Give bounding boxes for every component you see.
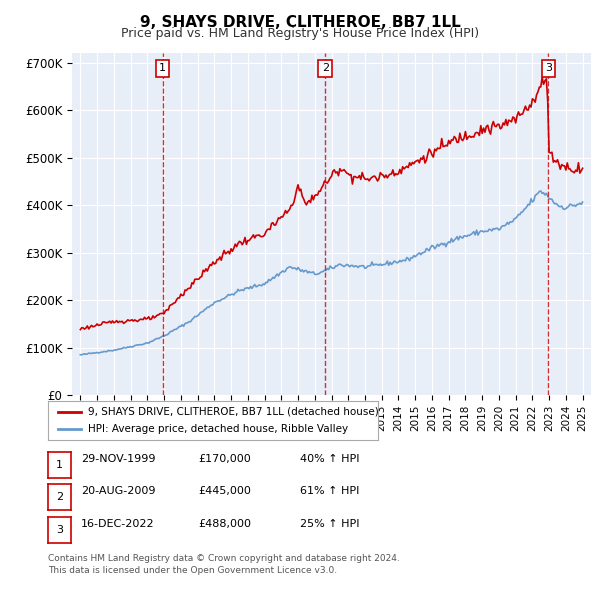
Text: 20-AUG-2009: 20-AUG-2009 [81, 486, 155, 496]
Text: 3: 3 [545, 63, 552, 73]
Text: 40% ↑ HPI: 40% ↑ HPI [300, 454, 359, 464]
Text: £170,000: £170,000 [198, 454, 251, 464]
Text: Price paid vs. HM Land Registry's House Price Index (HPI): Price paid vs. HM Land Registry's House … [121, 27, 479, 40]
Text: 9, SHAYS DRIVE, CLITHEROE, BB7 1LL: 9, SHAYS DRIVE, CLITHEROE, BB7 1LL [140, 15, 460, 30]
Text: HPI: Average price, detached house, Ribble Valley: HPI: Average price, detached house, Ribb… [88, 424, 348, 434]
Text: 3: 3 [56, 525, 63, 535]
Text: 2: 2 [56, 493, 63, 502]
Text: 1: 1 [159, 63, 166, 73]
Text: 1: 1 [56, 460, 63, 470]
Text: Contains HM Land Registry data © Crown copyright and database right 2024.
This d: Contains HM Land Registry data © Crown c… [48, 554, 400, 575]
Text: 9, SHAYS DRIVE, CLITHEROE, BB7 1LL (detached house): 9, SHAYS DRIVE, CLITHEROE, BB7 1LL (deta… [88, 407, 379, 417]
Text: 2: 2 [322, 63, 329, 73]
Text: 25% ↑ HPI: 25% ↑ HPI [300, 519, 359, 529]
Text: 61% ↑ HPI: 61% ↑ HPI [300, 486, 359, 496]
Text: 29-NOV-1999: 29-NOV-1999 [81, 454, 155, 464]
Text: 16-DEC-2022: 16-DEC-2022 [81, 519, 155, 529]
Text: £445,000: £445,000 [198, 486, 251, 496]
Text: £488,000: £488,000 [198, 519, 251, 529]
